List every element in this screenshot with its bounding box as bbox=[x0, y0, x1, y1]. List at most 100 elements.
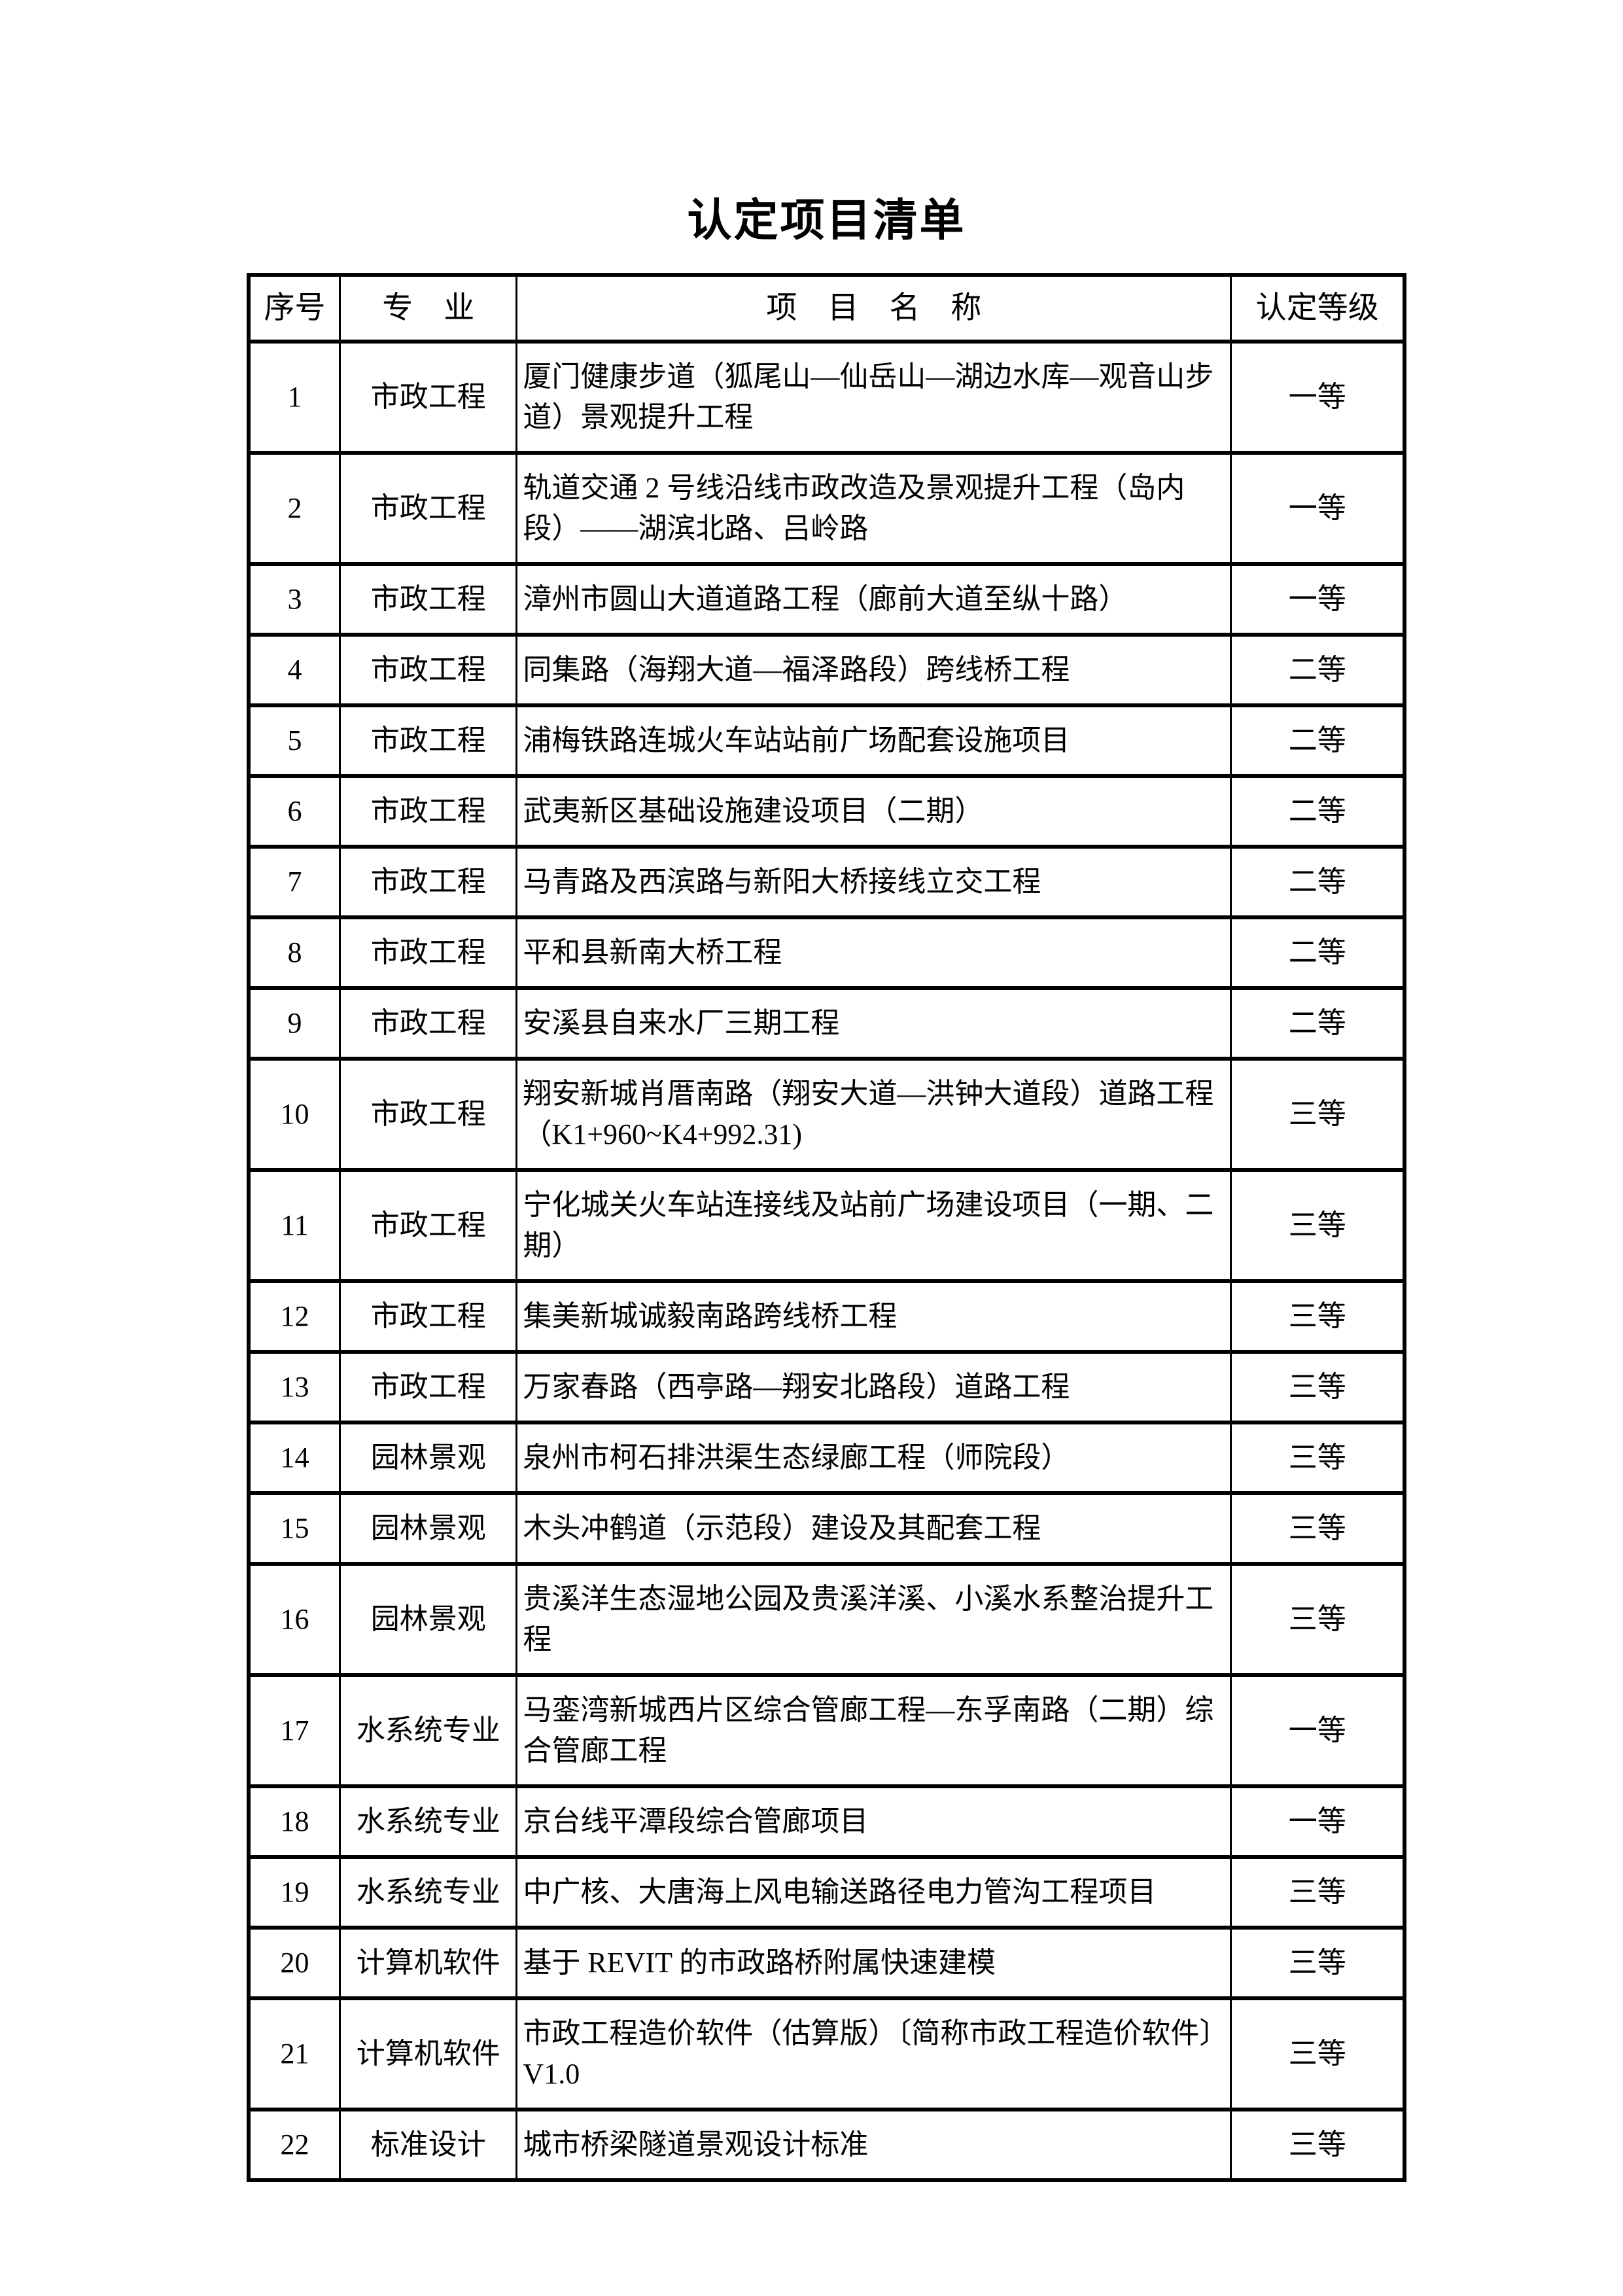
row-index-cell: 3 bbox=[247, 561, 341, 637]
table-row: 12 市政工程 集美新城诚毅南路跨线桥工程 三等 bbox=[247, 1279, 1406, 1354]
table-row: 16 园林景观 贵溪洋生态湿地公园及贵溪洋溪、小溪水系整治提升工程 三等 bbox=[247, 1561, 1406, 1677]
row-index-cell: 8 bbox=[247, 915, 341, 990]
row-index-cell: 16 bbox=[247, 1561, 341, 1677]
project-name-cell: 浦梅铁路连城火车站站前广场配套设施项目 bbox=[515, 703, 1232, 778]
row-index-cell: 20 bbox=[247, 1925, 341, 2000]
specialty-cell: 园林景观 bbox=[339, 1491, 518, 1566]
table-row: 5 市政工程 浦梅铁路连城火车站站前广场配套设施项目 二等 bbox=[247, 703, 1406, 778]
row-index-cell: 7 bbox=[247, 844, 341, 919]
table-row: 9 市政工程 安溪县自来水厂三期工程 二等 bbox=[247, 985, 1406, 1061]
grade-cell: 二等 bbox=[1230, 915, 1406, 990]
row-index-cell: 9 bbox=[247, 985, 341, 1061]
project-name-cell: 万家春路（西亭路—翔安北路段）道路工程 bbox=[515, 1349, 1232, 1424]
table-row: 2 市政工程 轨道交通 2 号线沿线市政改造及景观提升工程（岛内段）——湖滨北路… bbox=[247, 450, 1406, 566]
col-header-grade: 认定等级 bbox=[1230, 272, 1406, 344]
grade-cell: 三等 bbox=[1230, 1561, 1406, 1677]
table-row: 22 标准设计 城市桥梁隧道景观设计标准 三等 bbox=[247, 2107, 1406, 2182]
specialty-cell: 市政工程 bbox=[339, 450, 518, 566]
grade-cell: 三等 bbox=[1230, 1167, 1406, 1283]
row-index-cell: 18 bbox=[247, 1784, 341, 1859]
project-name-cell: 轨道交通 2 号线沿线市政改造及景观提升工程（岛内段）——湖滨北路、吕岭路 bbox=[515, 450, 1232, 566]
row-index-cell: 21 bbox=[247, 1996, 341, 2111]
table-row: 15 园林景观 木头冲鹤道（示范段）建设及其配套工程 三等 bbox=[247, 1491, 1406, 1566]
grade-cell: 一等 bbox=[1230, 1784, 1406, 1859]
project-name-cell: 基于 REVIT 的市政路桥附属快速建模 bbox=[515, 1925, 1232, 2000]
project-name-cell: 木头冲鹤道（示范段）建设及其配套工程 bbox=[515, 1491, 1232, 1566]
table-body: 1 市政工程 厦门健康步道（狐尾山—仙岳山—湖边水库—观音山步道）景观提升工程 … bbox=[247, 339, 1406, 2182]
row-index-cell: 2 bbox=[247, 450, 341, 566]
col-header-index: 序号 bbox=[247, 272, 341, 344]
row-index-cell: 11 bbox=[247, 1167, 341, 1283]
project-name-cell: 马青路及西滨路与新阳大桥接线立交工程 bbox=[515, 844, 1232, 919]
grade-cell: 一等 bbox=[1230, 339, 1406, 455]
specialty-cell: 市政工程 bbox=[339, 1056, 518, 1172]
specialty-cell: 计算机软件 bbox=[339, 1996, 518, 2111]
specialty-cell: 市政工程 bbox=[339, 773, 518, 849]
row-index-cell: 4 bbox=[247, 632, 341, 707]
specialty-cell: 水系统专业 bbox=[339, 1672, 518, 1788]
specialty-cell: 水系统专业 bbox=[339, 1784, 518, 1859]
table-row: 4 市政工程 同集路（海翔大道—福泽路段）跨线桥工程 二等 bbox=[247, 632, 1406, 707]
grade-cell: 三等 bbox=[1230, 1925, 1406, 2000]
table-row: 18 水系统专业 京台线平潭段综合管廊项目 一等 bbox=[247, 1784, 1406, 1859]
project-name-cell: 市政工程造价软件（估算版）〔简称市政工程造价软件〕V1.0 bbox=[515, 1996, 1232, 2111]
table-row: 20 计算机软件 基于 REVIT 的市政路桥附属快速建模 三等 bbox=[247, 1925, 1406, 2000]
grade-cell: 二等 bbox=[1230, 703, 1406, 778]
row-index-cell: 1 bbox=[247, 339, 341, 455]
project-name-cell: 贵溪洋生态湿地公园及贵溪洋溪、小溪水系整治提升工程 bbox=[515, 1561, 1232, 1677]
grade-cell: 三等 bbox=[1230, 1996, 1406, 2111]
row-index-cell: 22 bbox=[247, 2107, 341, 2182]
row-index-cell: 15 bbox=[247, 1491, 341, 1566]
row-index-cell: 13 bbox=[247, 1349, 341, 1424]
grade-cell: 一等 bbox=[1230, 1672, 1406, 1788]
table-row: 8 市政工程 平和县新南大桥工程 二等 bbox=[247, 915, 1406, 990]
row-index-cell: 6 bbox=[247, 773, 341, 849]
grade-cell: 三等 bbox=[1230, 1420, 1406, 1495]
col-header-project: 项 目 名 称 bbox=[515, 272, 1232, 344]
specialty-cell: 市政工程 bbox=[339, 1279, 518, 1354]
grade-cell: 三等 bbox=[1230, 1854, 1406, 1930]
grade-cell: 三等 bbox=[1230, 1056, 1406, 1172]
grade-cell: 一等 bbox=[1230, 561, 1406, 637]
row-index-cell: 19 bbox=[247, 1854, 341, 1930]
specialty-cell: 市政工程 bbox=[339, 1167, 518, 1283]
specialty-cell: 水系统专业 bbox=[339, 1854, 518, 1930]
table-row: 6 市政工程 武夷新区基础设施建设项目（二期） 二等 bbox=[247, 773, 1406, 849]
project-name-cell: 翔安新城肖厝南路（翔安大道—洪钟大道段）道路工程（K1+960~K4+992.3… bbox=[515, 1056, 1232, 1172]
table-row: 3 市政工程 漳州市圆山大道道路工程（廊前大道至纵十路） 一等 bbox=[247, 561, 1406, 637]
grade-cell: 三等 bbox=[1230, 1491, 1406, 1566]
project-name-cell: 武夷新区基础设施建设项目（二期） bbox=[515, 773, 1232, 849]
specialty-cell: 计算机软件 bbox=[339, 1925, 518, 2000]
project-name-cell: 同集路（海翔大道—福泽路段）跨线桥工程 bbox=[515, 632, 1232, 707]
table-row: 10 市政工程 翔安新城肖厝南路（翔安大道—洪钟大道段）道路工程（K1+960~… bbox=[247, 1056, 1406, 1172]
grade-cell: 一等 bbox=[1230, 450, 1406, 566]
table-row: 1 市政工程 厦门健康步道（狐尾山—仙岳山—湖边水库—观音山步道）景观提升工程 … bbox=[247, 339, 1406, 455]
projects-table: 序号 专 业 项 目 名 称 认定等级 1 市政工程 厦门健康步道（狐尾山—仙岳… bbox=[247, 272, 1406, 2182]
specialty-cell: 市政工程 bbox=[339, 632, 518, 707]
specialty-cell: 园林景观 bbox=[339, 1420, 518, 1495]
project-name-cell: 城市桥梁隧道景观设计标准 bbox=[515, 2107, 1232, 2182]
grade-cell: 二等 bbox=[1230, 985, 1406, 1061]
project-name-cell: 平和县新南大桥工程 bbox=[515, 915, 1232, 990]
project-name-cell: 集美新城诚毅南路跨线桥工程 bbox=[515, 1279, 1232, 1354]
col-header-specialty: 专 业 bbox=[339, 272, 518, 344]
project-name-cell: 马銮湾新城西片区综合管廊工程—东孚南路（二期）综合管廊工程 bbox=[515, 1672, 1232, 1788]
grade-cell: 三等 bbox=[1230, 2107, 1406, 2182]
grade-cell: 二等 bbox=[1230, 773, 1406, 849]
specialty-cell: 市政工程 bbox=[339, 915, 518, 990]
specialty-cell: 市政工程 bbox=[339, 339, 518, 455]
table-row: 21 计算机软件 市政工程造价软件（估算版）〔简称市政工程造价软件〕V1.0 三… bbox=[247, 1996, 1406, 2111]
project-name-cell: 厦门健康步道（狐尾山—仙岳山—湖边水库—观音山步道）景观提升工程 bbox=[515, 339, 1232, 455]
specialty-cell: 市政工程 bbox=[339, 703, 518, 778]
project-name-cell: 泉州市柯石排洪渠生态绿廊工程（师院段） bbox=[515, 1420, 1232, 1495]
grade-cell: 二等 bbox=[1230, 632, 1406, 707]
table-row: 19 水系统专业 中广核、大唐海上风电输送路径电力管沟工程项目 三等 bbox=[247, 1854, 1406, 1930]
specialty-cell: 园林景观 bbox=[339, 1561, 518, 1677]
project-name-cell: 安溪县自来水厂三期工程 bbox=[515, 985, 1232, 1061]
document-title: 认定项目清单 bbox=[687, 196, 966, 245]
specialty-cell: 市政工程 bbox=[339, 985, 518, 1061]
row-index-cell: 17 bbox=[247, 1672, 341, 1788]
grade-cell: 三等 bbox=[1230, 1349, 1406, 1424]
grade-cell: 三等 bbox=[1230, 1279, 1406, 1354]
